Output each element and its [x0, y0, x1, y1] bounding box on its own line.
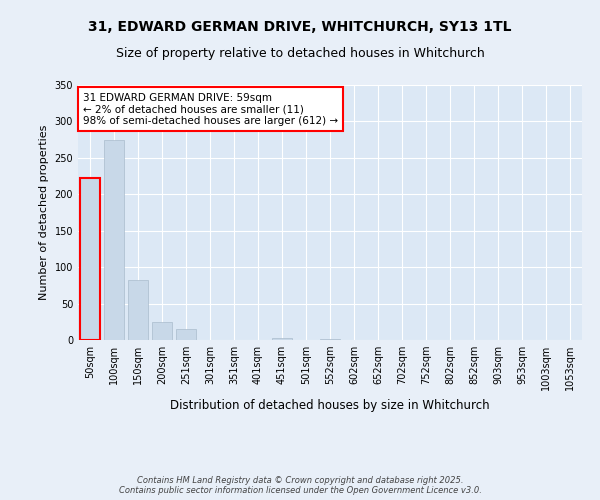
Bar [176, 329, 196, 340]
Text: Size of property relative to detached houses in Whitchurch: Size of property relative to detached ho… [116, 48, 484, 60]
Bar [80, 178, 100, 340]
Bar [128, 280, 148, 340]
X-axis label: Distribution of detached houses by size in Whitchurch: Distribution of detached houses by size … [170, 398, 490, 411]
Text: 31 EDWARD GERMAN DRIVE: 59sqm
← 2% of detached houses are smaller (11)
98% of se: 31 EDWARD GERMAN DRIVE: 59sqm ← 2% of de… [83, 92, 338, 126]
Text: 31, EDWARD GERMAN DRIVE, WHITCHURCH, SY13 1TL: 31, EDWARD GERMAN DRIVE, WHITCHURCH, SY1… [88, 20, 512, 34]
Bar [80, 178, 100, 340]
Text: Contains HM Land Registry data © Crown copyright and database right 2025.
Contai: Contains HM Land Registry data © Crown c… [119, 476, 481, 495]
Bar [104, 140, 124, 340]
Y-axis label: Number of detached properties: Number of detached properties [39, 125, 49, 300]
Bar [272, 338, 292, 340]
Bar [152, 322, 172, 340]
